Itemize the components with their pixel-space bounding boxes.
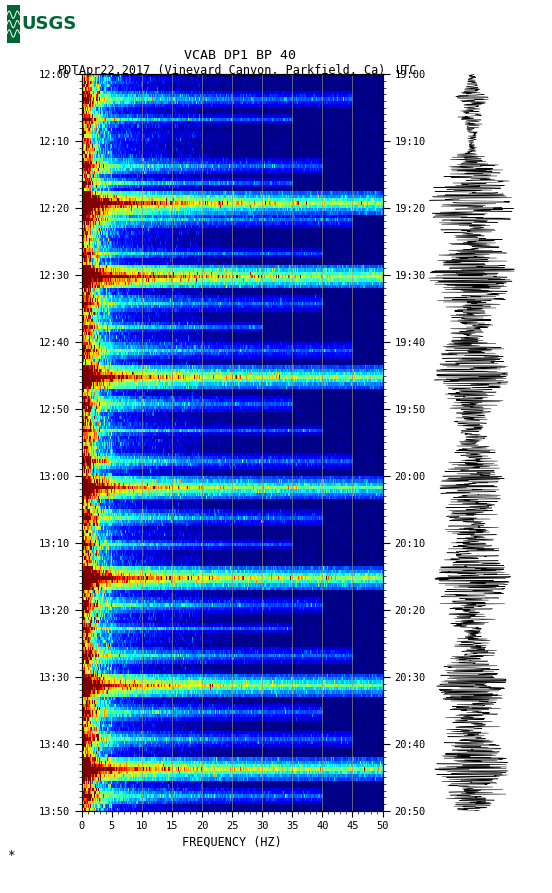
Text: PDT: PDT bbox=[58, 64, 79, 77]
Text: USGS: USGS bbox=[22, 15, 77, 33]
Text: VCAB DP1 BP 40: VCAB DP1 BP 40 bbox=[184, 49, 296, 62]
X-axis label: FREQUENCY (HZ): FREQUENCY (HZ) bbox=[182, 836, 282, 848]
Text: Apr22,2017 (Vineyard Canyon, Parkfield, Ca): Apr22,2017 (Vineyard Canyon, Parkfield, … bbox=[78, 64, 385, 77]
FancyBboxPatch shape bbox=[7, 5, 20, 43]
Text: UTC: UTC bbox=[395, 64, 416, 77]
Text: *: * bbox=[7, 849, 14, 862]
